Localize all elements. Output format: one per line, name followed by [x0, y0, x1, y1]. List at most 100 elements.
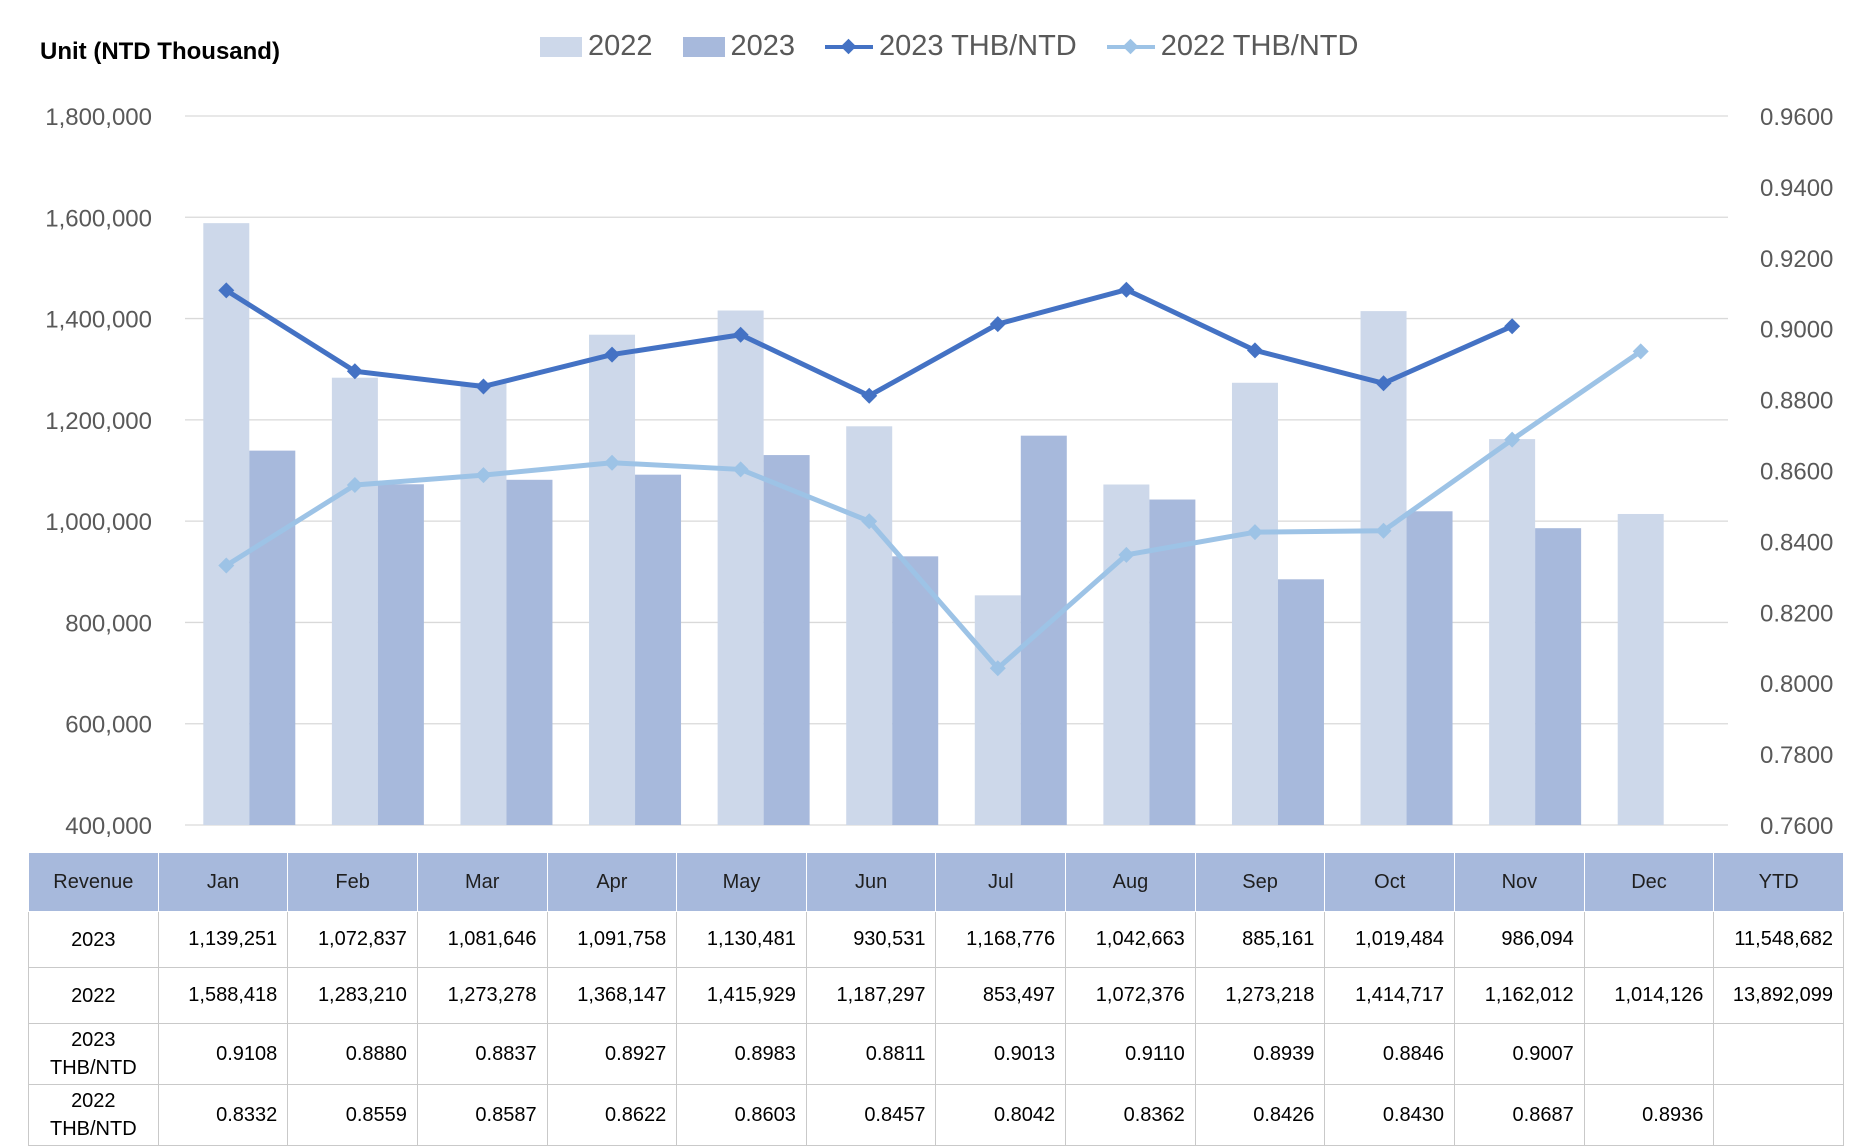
table-cell [1583, 1023, 1715, 1085]
marker-2022-thb-ntd [346, 477, 363, 494]
marker-2022-thb-ntd [861, 513, 878, 530]
bar-2023 [892, 556, 939, 825]
table-cell: 1,072,376 [1065, 967, 1196, 1024]
table-row-label: 2022 [28, 967, 159, 1024]
table-cell: 0.8457 [805, 1084, 937, 1146]
table-cell: 0.8332 [157, 1084, 289, 1146]
legend-label-2023-rate: 2023 THB/NTD [879, 30, 1077, 62]
table-cell [1713, 1023, 1844, 1085]
bar-2022 [1231, 382, 1278, 825]
table-cell: 0.8811 [805, 1023, 937, 1085]
bar-2023 [1149, 499, 1196, 825]
table-cell: 1,168,776 [935, 911, 1067, 968]
table-cell: 1,187,297 [805, 967, 937, 1024]
marker-2022-thb-ntd [989, 660, 1006, 677]
marker-2022-thb-ntd [218, 557, 235, 574]
table-header-revenue: Revenue [28, 852, 159, 912]
legend-item-2022-rate: 2022 THB/NTD [1106, 30, 1359, 63]
table-cell: 1,130,481 [676, 911, 807, 968]
revenue-table: Revenue Jan Feb Mar Apr May Jun Jul Aug … [28, 852, 1844, 1146]
table-cell: 0.8426 [1194, 1084, 1326, 1146]
table-cell: 0.8846 [1324, 1023, 1456, 1085]
table-cell: 1,414,717 [1324, 967, 1456, 1024]
line-2023-thb-ntd [224, 287, 1514, 399]
bar-2022 [974, 595, 1021, 825]
right-axis-tick-label: 0.8200 [1760, 600, 1833, 627]
table-header-oct: Oct [1324, 852, 1456, 912]
left-axis-tick-label: 400,000 [65, 813, 152, 840]
table-header-mar: Mar [416, 852, 548, 912]
table-cell: 0.8983 [676, 1023, 807, 1085]
table-cell: 0.8837 [416, 1023, 548, 1085]
table-cell: 0.9013 [935, 1023, 1067, 1085]
marker-2022-thb-ntd [1118, 546, 1135, 563]
legend-swatch-2023-rate [825, 37, 874, 57]
bar-2022 [1360, 311, 1407, 826]
table-cell: 0.9110 [1065, 1023, 1196, 1085]
table-cell: 885,161 [1194, 911, 1326, 968]
marker-2023-thb-ntd [1246, 342, 1263, 359]
marker-2023-thb-ntd [346, 363, 363, 380]
bar-2023 [249, 450, 296, 825]
right-axis-tick-label: 0.9000 [1760, 317, 1833, 344]
legend-item-2023-rate: 2023 THB/NTD [825, 30, 1077, 63]
right-axis-tick-label: 0.9600 [1760, 104, 1833, 131]
table-row-label: 2023 THB/NTD [28, 1023, 159, 1085]
legend-label-2022-rate: 2022 THB/NTD [1160, 30, 1359, 62]
marker-2022-thb-ntd [1246, 524, 1263, 541]
marker-2023-thb-ntd [218, 282, 235, 299]
table-cell: 0.8880 [287, 1023, 418, 1085]
table-cell: 853,497 [935, 967, 1067, 1024]
table-cell: 0.8587 [416, 1084, 548, 1146]
table-row-label: 2022 THB/NTD [28, 1084, 159, 1146]
bar-2022 [717, 310, 764, 825]
table-cell: 0.8927 [546, 1023, 678, 1085]
legend-swatch-2022-rate [1106, 37, 1155, 57]
unit-label: Unit (NTD Thousand) [40, 38, 280, 65]
right-axis-tick-label: 0.7800 [1760, 742, 1833, 769]
table-header-jul: Jul [935, 852, 1067, 912]
table-cell: 11,548,682 [1713, 911, 1844, 968]
table-cell: 0.8362 [1065, 1084, 1196, 1146]
left-axis-tick-label: 600,000 [65, 712, 152, 739]
table-header-ytd: YTD [1713, 852, 1844, 912]
legend-swatch-2022 [540, 36, 582, 57]
table-cell: 1,273,218 [1194, 967, 1326, 1024]
left-axis-tick-label: 1,400,000 [45, 307, 152, 334]
table-row: 2022 THB/NTD 0.8332 0.8559 0.8587 0.8622 0.86… [28, 1084, 1844, 1146]
table-cell: 1,042,663 [1065, 911, 1196, 968]
table-cell: 0.8936 [1583, 1084, 1715, 1146]
table-cell: 0.8687 [1454, 1084, 1585, 1146]
bar-2023 [1277, 579, 1324, 825]
table-cell: 1,091,758 [546, 911, 678, 968]
marker-2022-thb-ntd [1504, 431, 1521, 448]
left-axis-tick-label: 1,000,000 [45, 509, 152, 536]
table-cell: 0.8042 [935, 1084, 1067, 1146]
legend-swatch-2023 [682, 36, 725, 57]
bar-2023 [635, 474, 682, 825]
bar-2022 [1489, 439, 1536, 825]
table-header-aug: Aug [1065, 852, 1196, 912]
table-cell: 0.9007 [1454, 1023, 1585, 1085]
marker-2023-thb-ntd [475, 378, 492, 395]
table-cell: 1,072,837 [287, 911, 418, 968]
table-cell: 1,415,929 [676, 967, 807, 1024]
table-cell: 1,283,210 [287, 967, 418, 1024]
bar-2022 [589, 334, 636, 825]
legend-label-2022: 2022 [588, 30, 653, 62]
bar-2022 [203, 223, 250, 825]
bar-2023 [377, 484, 424, 825]
marker-2023-thb-ntd [1375, 375, 1392, 392]
line-2022-thb-ntd [224, 349, 1643, 671]
table-cell: 0.8939 [1194, 1023, 1326, 1085]
table-cell: 930,531 [805, 911, 937, 968]
bar-2023 [1406, 511, 1453, 825]
table-row: 2023 THB/NTD 0.9108 0.8880 0.8837 0.8927 0.89… [28, 1023, 1844, 1085]
table-cell: 986,094 [1454, 911, 1585, 968]
legend-label-2023: 2023 [730, 30, 796, 62]
table-header-jun: Jun [805, 852, 937, 912]
combo-chart: 400,000 600,000 800,000 1,000,000 1,200,000 1… [45, 104, 1833, 840]
right-axis-tick-label: 0.9200 [1760, 246, 1833, 273]
left-axis-tick-label: 1,200,000 [45, 408, 152, 435]
bar-2023 [763, 455, 810, 825]
